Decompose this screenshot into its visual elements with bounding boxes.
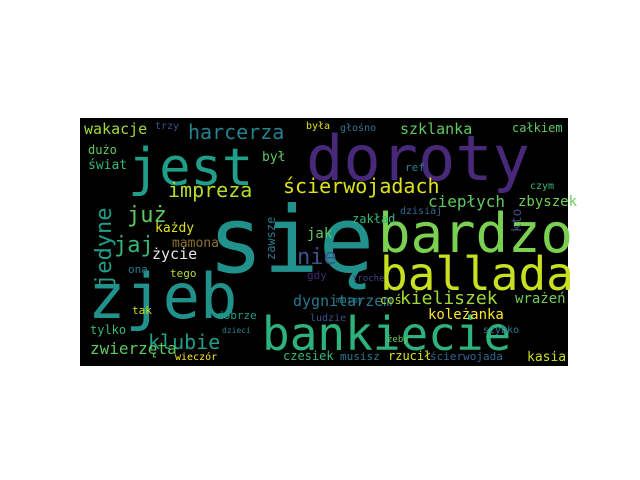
word: żeby [387,335,409,345]
word: ballada [380,247,574,301]
word: gdy [307,269,327,282]
word: klubie [148,330,220,354]
word: impreza [168,178,252,202]
word: matmy [336,296,364,306]
word: wieczór [175,351,217,363]
word: ludzie [310,313,346,324]
word: jedyne [92,208,117,287]
word: bardzo [378,202,573,265]
word: nie [297,245,337,270]
word: bankiecie [262,307,511,361]
word: czym [530,181,554,192]
word: rzucił [388,349,431,363]
word: zbyszek [518,194,578,210]
word: każdy [155,221,194,236]
word: zjeb [88,260,237,333]
word: jest [128,138,253,198]
word: ciepłych [428,192,505,211]
word: ona [128,263,148,276]
word: czesiek [283,349,334,363]
word: harcerza [188,120,284,144]
word: ścierwojada [430,350,503,363]
word: dobrze [217,309,257,322]
word: całkiem [512,121,563,135]
word: szybko [483,325,519,336]
cloud-background [80,118,568,366]
word: wakacje [84,120,147,138]
word: musisz [340,350,380,363]
word: koleżanka [428,307,504,323]
word: ref [405,161,425,174]
word: ścierwojadach [283,174,440,198]
word: już [127,203,167,228]
word: kasia [527,350,566,365]
word: był [262,150,285,165]
word: dygnitarzem [293,292,392,310]
word: doroty [306,122,530,195]
word: się [208,187,374,294]
word: tak [132,304,152,317]
word: kieliszek [400,288,498,309]
word: zwierzęta [90,339,177,358]
word: troche [352,274,385,284]
word: była [306,121,330,132]
word: coś [380,293,402,307]
word: kto [510,209,525,232]
word: szklanka [400,120,472,138]
word: mamona [172,236,219,251]
word: dzieci [222,326,251,335]
word: dużo [88,143,117,157]
word: tylko [90,323,126,337]
word: świat [88,158,127,173]
word: życie [152,245,197,263]
word: jaj [114,233,154,258]
word: tego [170,267,197,280]
word: zakład [352,212,395,226]
word: zawsze [264,217,278,260]
word: trzy [155,121,179,132]
word: wrażeń [515,291,566,307]
word: dzisiaj [400,206,442,217]
word: głośno [340,122,376,134]
word: jak [307,226,333,242]
